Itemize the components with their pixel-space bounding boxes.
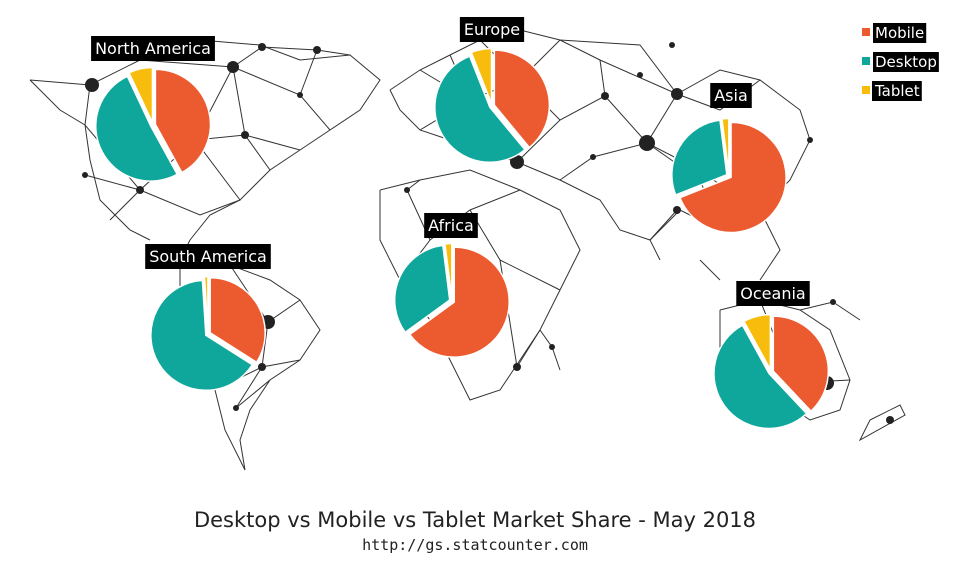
legend-swatch-desktop <box>862 57 870 65</box>
chart-title: Desktop vs Mobile vs Tablet Market Share… <box>194 508 756 532</box>
legend-label-box <box>872 81 922 101</box>
legend-label-box <box>873 52 939 72</box>
region-label-asia: Asia <box>710 83 752 108</box>
legend-label-box <box>873 23 927 43</box>
legend-item-mobile: Mobile <box>862 23 927 43</box>
legend-item-tablet: Tablet <box>862 81 922 101</box>
region-label-box <box>710 83 752 108</box>
pie-slice-africa-mobile <box>408 246 510 358</box>
region-label-box <box>459 17 525 42</box>
pie-slice-europe-mobile <box>493 49 551 149</box>
legend-item-desktop: Desktop <box>862 52 939 72</box>
legend-label-tablet: Tablet <box>874 82 920 100</box>
pie-slice-asia-mobile <box>678 121 787 234</box>
region-label-box <box>91 36 215 61</box>
region-label-box <box>736 281 810 306</box>
pie-slice-asia-desktop <box>671 119 728 196</box>
pie-slice-south-america-desktop <box>150 279 254 392</box>
region-label-text: North America <box>95 39 211 58</box>
region-label-box <box>145 244 271 269</box>
pie-slice-africa-tablet <box>444 242 453 299</box>
pie-slice-oceania-mobile <box>772 315 830 413</box>
region-labels: North America Europe Asia South America Afri… <box>91 17 810 306</box>
legend-label-desktop: Desktop <box>875 53 937 71</box>
region-label-south-america: South America <box>145 244 271 269</box>
map-node-dots <box>82 42 894 424</box>
legend-swatch-tablet <box>862 86 870 94</box>
region-label-africa: Africa <box>424 213 478 238</box>
legend: Mobile Desktop Tablet <box>862 23 939 101</box>
pie-slice-oceania-tablet <box>742 313 772 370</box>
chart-subtitle: http://gs.statcounter.com <box>362 536 588 554</box>
pie-slice-europe-tablet <box>470 47 493 104</box>
pie-charts <box>95 47 830 430</box>
region-label-text: Africa <box>428 216 474 235</box>
region-label-oceania: Oceania <box>736 281 810 306</box>
pie-slice-north-america-mobile <box>154 68 212 174</box>
region-label-text: Asia <box>714 86 748 105</box>
legend-swatch-mobile <box>862 28 870 36</box>
pie-slice-north-america-desktop <box>95 75 179 182</box>
region-label-text: Europe <box>464 20 520 39</box>
region-label-text: Oceania <box>740 284 805 303</box>
pie-slice-north-america-tablet <box>128 66 154 123</box>
pie-slice-europe-desktop <box>434 55 526 164</box>
region-label-text: South America <box>149 247 267 266</box>
legend-label-mobile: Mobile <box>875 24 924 42</box>
pie-slice-africa-desktop <box>393 244 451 334</box>
pie-slice-asia-tablet <box>721 117 730 174</box>
pie-slice-south-america-tablet <box>203 275 209 332</box>
pie-slice-oceania-desktop <box>713 324 808 430</box>
region-label-north-america: North America <box>91 36 215 61</box>
region-label-europe: Europe <box>459 17 525 42</box>
region-label-box <box>424 213 478 238</box>
pie-slice-south-america-mobile <box>209 277 266 364</box>
